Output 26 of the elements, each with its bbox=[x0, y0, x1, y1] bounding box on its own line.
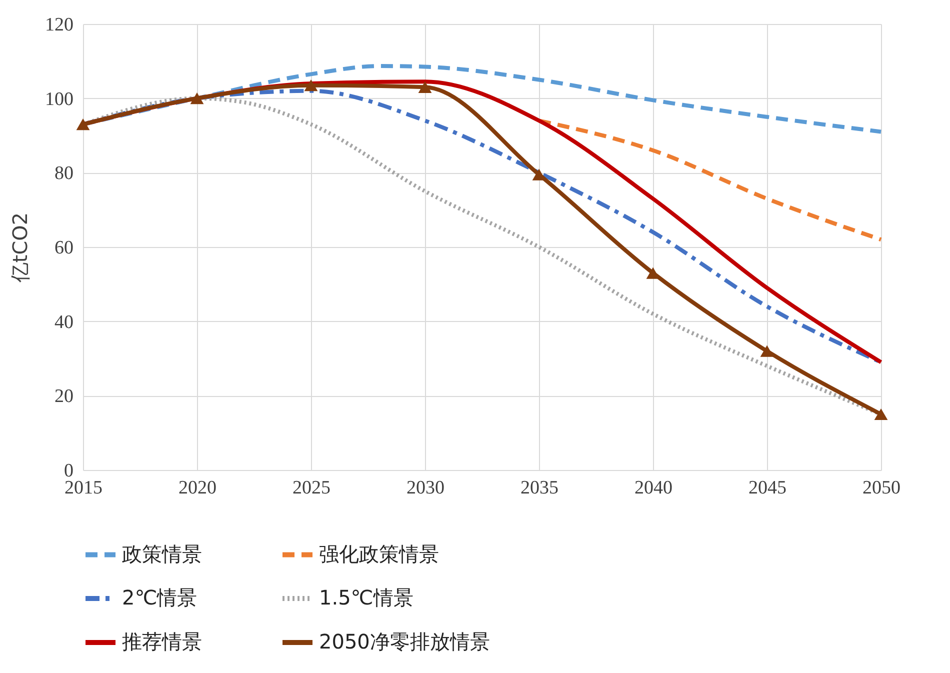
x-tick-label: 2040 bbox=[634, 478, 672, 498]
legend-label: 推荐情景 bbox=[122, 630, 202, 654]
point bbox=[76, 118, 90, 130]
point bbox=[760, 345, 774, 357]
y-tick-label: 120 bbox=[45, 14, 74, 36]
legend-label: 1.5℃情景 bbox=[319, 586, 414, 610]
legend-label: 2050净零排放情景 bbox=[319, 630, 490, 654]
x-tick-label: 2025 bbox=[292, 478, 330, 498]
point bbox=[190, 92, 204, 104]
y-axis-title: 亿tCO2 bbox=[8, 212, 32, 284]
legend-label: 政策情景 bbox=[122, 542, 202, 566]
y-tick-label: 80 bbox=[54, 163, 74, 184]
x-tick-label: 2030 bbox=[406, 478, 444, 498]
y-tick-label: 40 bbox=[54, 312, 74, 333]
point bbox=[304, 80, 318, 92]
point bbox=[418, 81, 432, 93]
y-tick-label: 100 bbox=[45, 88, 74, 110]
legend-label: 2℃情景 bbox=[122, 586, 198, 610]
x-tick-label: 2020 bbox=[178, 478, 216, 498]
y-tick-label: 20 bbox=[54, 386, 74, 408]
x-tick-label: 2050 bbox=[862, 478, 900, 498]
y-tick-label: 60 bbox=[54, 238, 74, 258]
point bbox=[874, 408, 888, 420]
legend-label: 强化政策情景 bbox=[319, 542, 439, 566]
x-tick-label: 2045 bbox=[748, 478, 786, 498]
x-tick-label: 2035 bbox=[520, 478, 558, 498]
